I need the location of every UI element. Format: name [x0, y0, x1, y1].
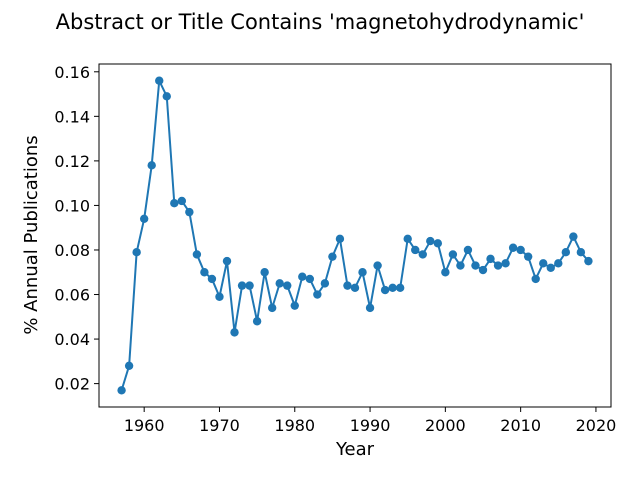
data-point — [388, 283, 397, 293]
data-point — [554, 259, 563, 268]
data-point — [516, 245, 525, 255]
x-tick-label: 2010 — [500, 416, 541, 435]
data-point — [313, 290, 322, 299]
data-point — [380, 285, 390, 295]
data-point — [433, 239, 443, 248]
data-point — [177, 196, 187, 206]
x-tick-label: 2020 — [576, 416, 617, 435]
data-point — [403, 234, 412, 244]
y-axis-label: % Annual Publications — [21, 135, 42, 334]
data-point — [305, 274, 315, 284]
data-point — [170, 199, 179, 208]
data-point — [207, 274, 217, 284]
data-point — [531, 274, 540, 284]
data-point — [328, 252, 337, 261]
data-point — [185, 207, 194, 217]
y-tick-label: 0.14 — [54, 107, 90, 126]
data-point — [426, 236, 435, 246]
data-point — [456, 261, 465, 270]
x-tick-label: 2000 — [425, 416, 466, 435]
y-tick-label: 0.10 — [54, 196, 90, 215]
x-tick-label: 1990 — [350, 416, 391, 435]
series-plot — [117, 76, 593, 395]
data-point — [260, 268, 269, 277]
data-point — [290, 301, 299, 310]
data-point — [298, 272, 307, 281]
data-point — [147, 161, 156, 170]
chart-title: Abstract or Title Contains 'magnetohydro… — [56, 10, 585, 34]
data-point — [117, 386, 126, 395]
y-tick-label: 0.12 — [54, 152, 90, 171]
data-point — [132, 248, 141, 257]
y-axis-ticks: 0.02 0.04 0.06 0.08 0.10 0.12 0.14 0.16 — [54, 63, 99, 394]
data-point — [441, 268, 450, 277]
data-point — [501, 259, 510, 268]
data-point — [365, 303, 375, 313]
data-point — [471, 261, 480, 270]
x-tick-label: 1960 — [124, 416, 165, 435]
x-tick-label: 1970 — [199, 416, 240, 435]
y-tick-label: 0.16 — [54, 63, 90, 82]
series-line — [120, 79, 590, 391]
y-tick-label: 0.08 — [54, 241, 90, 260]
data-point — [335, 234, 345, 244]
data-point — [546, 263, 555, 272]
data-point — [539, 259, 548, 268]
data-point — [584, 256, 593, 266]
data-point — [252, 317, 262, 326]
data-point — [523, 252, 533, 261]
data-point — [508, 243, 518, 252]
data-point — [275, 279, 284, 288]
y-tick-label: 0.02 — [54, 375, 90, 394]
x-axis-label: Year — [335, 439, 375, 460]
data-point — [283, 281, 292, 290]
data-point — [162, 92, 171, 101]
data-point — [267, 303, 277, 313]
data-point — [200, 268, 209, 277]
data-point — [395, 283, 405, 293]
data-point — [569, 232, 578, 241]
data-point — [245, 281, 254, 290]
x-tick-label: 1980 — [274, 416, 315, 435]
data-point — [448, 250, 458, 259]
data-point — [350, 283, 360, 293]
data-point — [343, 281, 352, 290]
data-point — [373, 261, 382, 270]
data-point — [222, 256, 232, 266]
data-point — [320, 279, 330, 288]
data-point — [358, 268, 367, 277]
y-tick-label: 0.04 — [54, 330, 90, 349]
data-point — [124, 361, 134, 370]
data-point — [478, 265, 488, 275]
plot-frame — [98, 63, 612, 408]
data-point — [237, 281, 247, 290]
data-point — [463, 245, 473, 255]
data-point — [230, 328, 239, 337]
y-tick-label: 0.06 — [54, 286, 90, 305]
data-point — [486, 254, 495, 264]
data-point — [139, 214, 149, 223]
data-point — [561, 248, 571, 257]
data-point — [418, 250, 427, 259]
data-point — [411, 245, 420, 255]
data-point — [192, 250, 202, 259]
data-point — [155, 76, 164, 85]
data-point — [493, 261, 503, 270]
x-axis-ticks: 1960 1970 1980 1990 2000 2010 2020 — [124, 407, 616, 435]
data-point — [215, 292, 224, 301]
data-point — [576, 248, 586, 257]
